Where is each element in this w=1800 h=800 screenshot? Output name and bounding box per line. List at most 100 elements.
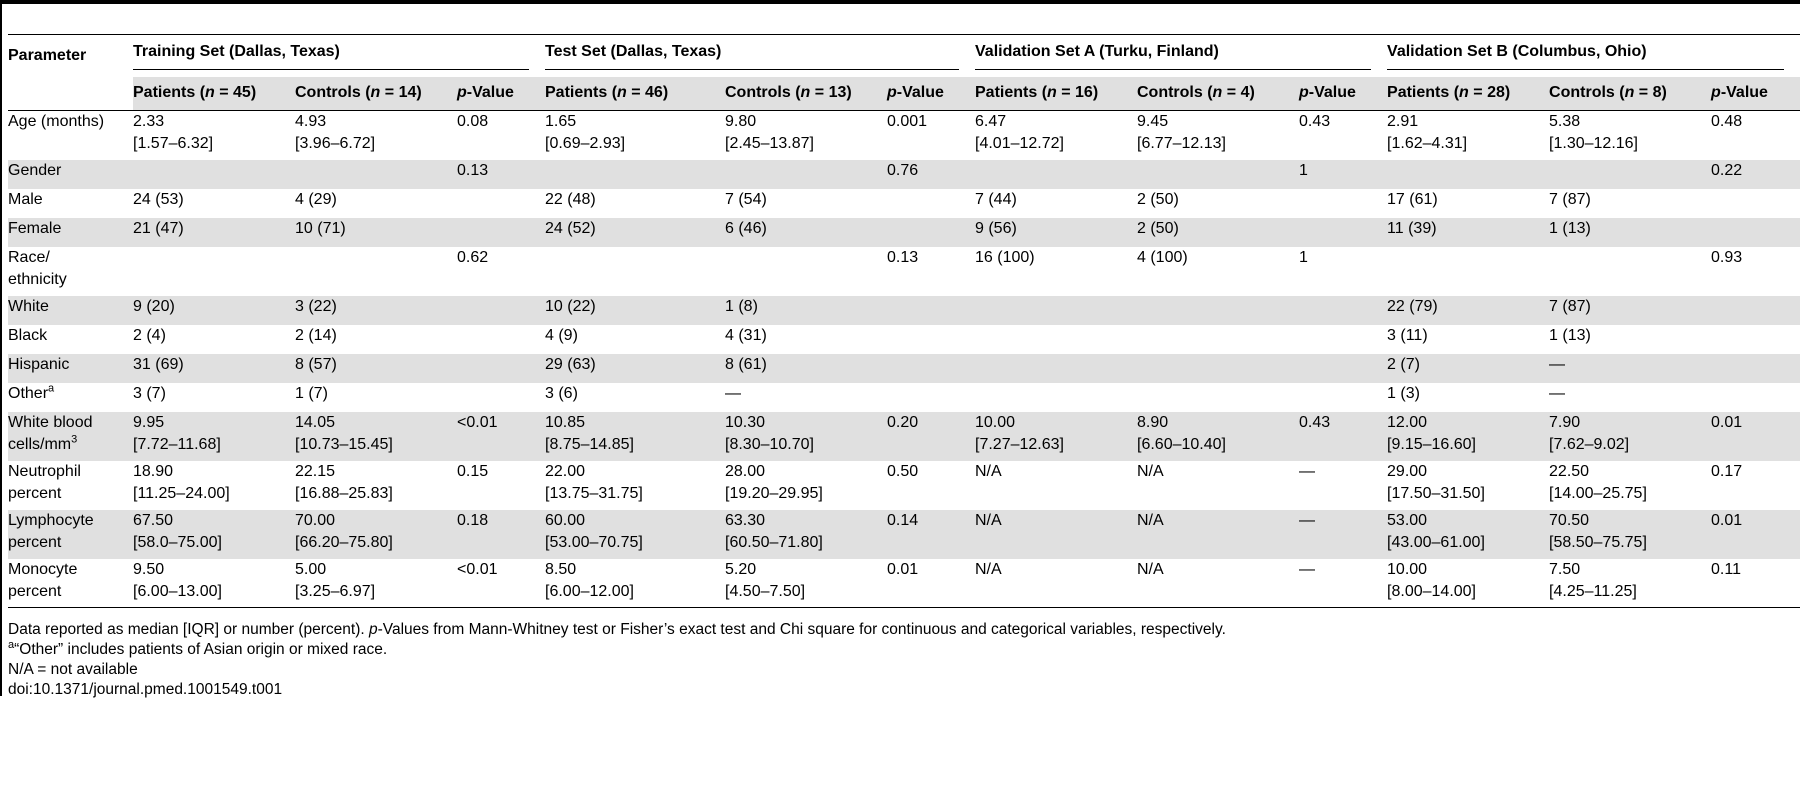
cell-line: [4.50–7.50]: [725, 582, 806, 600]
table-cell: [457, 218, 545, 247]
table-cell: 2.91 [1.62–4.31]: [1387, 111, 1549, 160]
table-cell: 7 (44): [975, 189, 1137, 218]
row-label: Hispanic: [8, 354, 133, 383]
table-cell: 63.30 [60.50–71.80]: [725, 510, 887, 559]
cell-line: 21 (47): [133, 219, 184, 237]
cell-line: 29.00: [1387, 462, 1428, 480]
table-footnotes: Data reported as median [IQR] or number …: [8, 620, 1800, 700]
table-row: Race/ethnicity 0.62 0.13 16 (100) 4 (100) 1 0.…: [8, 247, 1800, 296]
table-cell: 2 (4): [133, 325, 295, 354]
table-cell: 8 (57): [295, 354, 457, 383]
table-cell: 4 (9): [545, 325, 725, 354]
cell-line: 14.05: [295, 413, 336, 431]
table-cell: [975, 296, 1137, 325]
cell-line: 0.11: [1711, 560, 1741, 578]
cell-line: 16 (100): [975, 248, 1035, 266]
cell-line: 7.90: [1549, 413, 1581, 431]
table-cell: 70.50 [58.50–75.75]: [1549, 510, 1711, 559]
cell-line: [7.62–9.02]: [1549, 435, 1630, 453]
row-label-line: Age (months): [8, 113, 105, 130]
row-label-line: percent: [8, 484, 62, 502]
table-cell: <0.01: [457, 558, 545, 608]
cell-line: —: [1549, 384, 1566, 402]
table-cell: [457, 325, 545, 354]
cell-line: 10 (71): [295, 219, 346, 237]
table-cell: [545, 160, 725, 189]
cell-line: 0.15: [457, 462, 489, 480]
cell-line: 10.30: [725, 413, 766, 431]
cell-line: 0.62: [457, 248, 489, 266]
column-header-col3: p-Value: [1711, 76, 1800, 111]
table-cell: 53.00 [43.00–61.00]: [1387, 510, 1549, 559]
cell-line: 4 (100): [1137, 248, 1188, 266]
table-cell: [975, 383, 1137, 412]
cell-line: [6.00–12.00]: [545, 582, 634, 600]
parameter-header: Parameter: [8, 34, 133, 77]
cell-line: 9.50: [133, 560, 165, 578]
row-label-line: White blood: [8, 413, 93, 431]
italic-symbol: p: [887, 84, 897, 102]
table-cell: 1: [1299, 247, 1387, 296]
table-cell: [1387, 160, 1549, 189]
table-cell: —: [1549, 383, 1711, 412]
cell-line: 1 (8): [725, 297, 758, 315]
column-header-col3: p-Value: [457, 76, 545, 111]
group-header-test: Test Set (Dallas, Texas): [545, 34, 975, 77]
cell-line: [7.27–12.63]: [975, 435, 1064, 453]
table-cell: [295, 247, 457, 296]
table-cell: [1299, 296, 1387, 325]
cell-line: 24 (53): [133, 190, 184, 208]
table-cell: [295, 160, 457, 189]
cell-line: 0.17: [1711, 462, 1743, 480]
table-cell: 4.93 [3.96–6.72]: [295, 111, 457, 160]
table-cell: 10 (22): [545, 296, 725, 325]
row-label-line: Lymphocyte: [8, 511, 94, 529]
cell-line: [58.50–75.75]: [1549, 533, 1647, 551]
table-row: Black 2 (4) 2 (14) 4 (9) 4 (31) 3 (11) 1 (13): [8, 325, 1800, 354]
table-cell: 2 (14): [295, 325, 457, 354]
table-cell: [1549, 160, 1711, 189]
cell-line: 22.50: [1549, 462, 1590, 480]
cell-line: 9 (20): [133, 297, 175, 315]
table-cell: 18.90 [11.25–24.00]: [133, 461, 295, 510]
cell-line: 70.50: [1549, 511, 1590, 529]
column-header-col2: Controls (n = 14): [295, 76, 457, 111]
table-cell: 16 (100): [975, 247, 1137, 296]
group-title: Test Set (Dallas, Texas): [545, 41, 959, 71]
cell-line: 4.93: [295, 113, 327, 130]
table-cell: [1299, 383, 1387, 412]
table-cell: 22 (48): [545, 189, 725, 218]
cell-line: [13.75–31.75]: [545, 484, 643, 502]
cell-line: 3 (6): [545, 384, 578, 402]
table-cell: 24 (53): [133, 189, 295, 218]
table-cell: 14.05 [10.73–15.45]: [295, 412, 457, 461]
row-label-line: Gender: [8, 161, 62, 179]
table-cell: 7 (87): [1549, 189, 1711, 218]
table-cell: 0.01: [1711, 510, 1800, 559]
cell-line: 7 (44): [975, 190, 1017, 208]
cell-line: —: [1299, 462, 1315, 480]
cell-line: 31 (69): [133, 355, 184, 373]
table-cell: 0.50: [887, 461, 975, 510]
table-row: Male 24 (53) 4 (29) 22 (48) 7 (54) 7 (44) 2 (5…: [8, 189, 1800, 218]
cell-line: 10.00: [975, 413, 1016, 431]
table-cell: N/A: [975, 461, 1137, 510]
table-cell: 29.00 [17.50–31.50]: [1387, 461, 1549, 510]
cell-line: [19.20–29.95]: [725, 484, 823, 502]
cell-line: 9.80: [725, 113, 757, 130]
group-title: Training Set (Dallas, Texas): [133, 41, 529, 71]
italic-symbol: n: [1212, 84, 1223, 102]
cell-line: 22 (48): [545, 190, 596, 208]
row-label-line: Neutrophil: [8, 462, 81, 480]
parameter-header-spacer: [8, 76, 133, 111]
column-header-col1: Patients (n = 46): [545, 76, 725, 111]
cell-line: 0.50: [887, 462, 919, 480]
cell-line: 6 (46): [725, 219, 767, 237]
footnote-data-description: Data reported as median [IQR] or number …: [8, 620, 1800, 640]
table-cell: 9 (56): [975, 218, 1137, 247]
table-cell: 11 (39): [1387, 218, 1549, 247]
cell-line: 2 (7): [1387, 355, 1420, 373]
table-cell: [887, 296, 975, 325]
cell-line: 1 (13): [1549, 219, 1591, 237]
cell-line: 9 (56): [975, 219, 1017, 237]
